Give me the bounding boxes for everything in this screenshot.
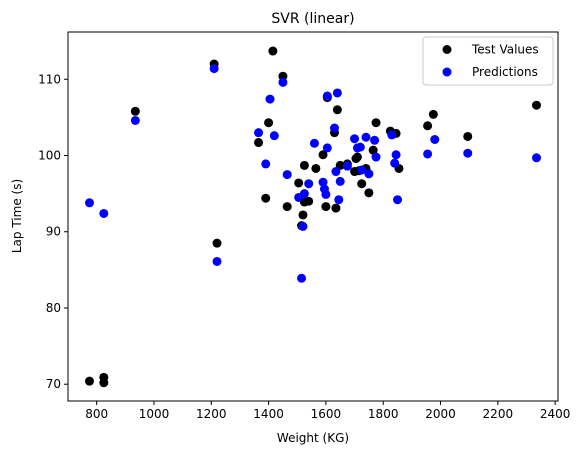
prediction-point [430,134,440,144]
prediction-point [269,131,279,141]
test-value-point [264,118,274,128]
prediction-point [321,189,331,199]
data-points [84,46,542,388]
prediction-point [84,198,94,208]
test-value-point [294,178,304,188]
x-tick-label: 1000 [139,407,170,421]
prediction-point [364,169,374,179]
test-value-point [318,150,328,160]
test-value-point [321,202,331,212]
test-value-point [368,145,378,155]
legend-box [422,36,554,86]
plot-frame [67,31,559,402]
prediction-point [342,161,352,171]
prediction-point [318,177,328,187]
prediction-point [278,77,288,87]
prediction-point [357,165,367,175]
x-tick-label: 2400 [540,407,571,421]
prediction-point [355,142,365,152]
test-value-point [463,131,473,141]
prediction-point [335,176,345,186]
prediction-point [261,159,271,169]
test-value-point [304,196,314,206]
legend-marker-predictions [442,67,452,77]
prediction-point [298,221,308,231]
prediction-point [370,135,380,145]
x-axis-ticks: 800 1000 1200 1400 1600 1800 2000 2200 2400 [85,401,570,421]
test-value-point [532,100,542,110]
prediction-point [322,143,332,153]
y-tick-label: 70 [46,377,61,391]
chart-title: SVR (linear) [271,11,354,27]
legend: Test Values Predictions [422,36,554,86]
prediction-point [209,64,219,74]
prediction-point [265,94,275,104]
test-value-point [130,106,140,116]
test-value-point [282,202,292,212]
legend-label-predictions: Predictions [472,65,538,79]
test-value-point [364,188,374,198]
y-tick-label: 100 [38,149,61,163]
test-value-point [423,121,433,131]
prediction-point [390,158,400,168]
prediction-point [532,153,542,163]
x-tick-label: 1200 [196,407,227,421]
y-axis-label: Lap Time (s) [10,179,24,253]
test-value-point [428,109,438,119]
prediction-point [282,170,292,180]
x-axis-label: Weight (KG) [277,431,349,445]
legend-marker-test-values [442,45,452,54]
test-value-point [261,193,271,203]
test-value-point [299,160,309,170]
prediction-point [331,167,341,177]
test-value-point [311,163,321,173]
y-tick-label: 110 [38,72,61,86]
x-tick-label: 1400 [253,407,284,421]
y-tick-label: 80 [46,301,61,315]
x-tick-label: 1600 [311,407,342,421]
test-value-point [212,238,222,248]
prediction-point [304,179,314,189]
test-value-point [352,152,362,162]
prediction-point [299,189,309,199]
x-tick-label: 800 [85,407,108,421]
prediction-point [361,132,371,142]
prediction-point [371,152,381,162]
prediction-point [99,208,109,218]
prediction-point [350,134,360,144]
test-value-point [84,376,94,386]
test-value-point [99,378,109,388]
prediction-point [423,149,433,159]
prediction-point [329,123,339,133]
test-value-point [357,179,367,189]
x-tick-label: 2000 [425,407,456,421]
prediction-point [309,138,319,148]
test-value-point [254,138,264,148]
test-value-point [268,46,278,56]
test-value-point [331,203,341,213]
x-tick-label: 1800 [368,407,399,421]
legend-label-test-values: Test Values [471,43,539,57]
test-value-point [298,210,308,220]
test-value-point [371,118,381,128]
y-axis-ticks: 70 80 90 100 110 [38,72,68,391]
prediction-point [391,150,401,160]
prediction-point [130,115,140,125]
prediction-point [297,273,307,283]
x-tick-label: 2200 [483,407,514,421]
prediction-point [332,88,342,98]
y-tick-label: 90 [46,225,61,239]
prediction-point [254,128,264,138]
prediction-point [463,148,473,158]
prediction-point [322,91,332,101]
prediction-point [387,130,397,140]
prediction-point [212,256,222,266]
test-value-point [332,105,342,115]
prediction-point [393,195,403,205]
prediction-point [334,195,344,205]
